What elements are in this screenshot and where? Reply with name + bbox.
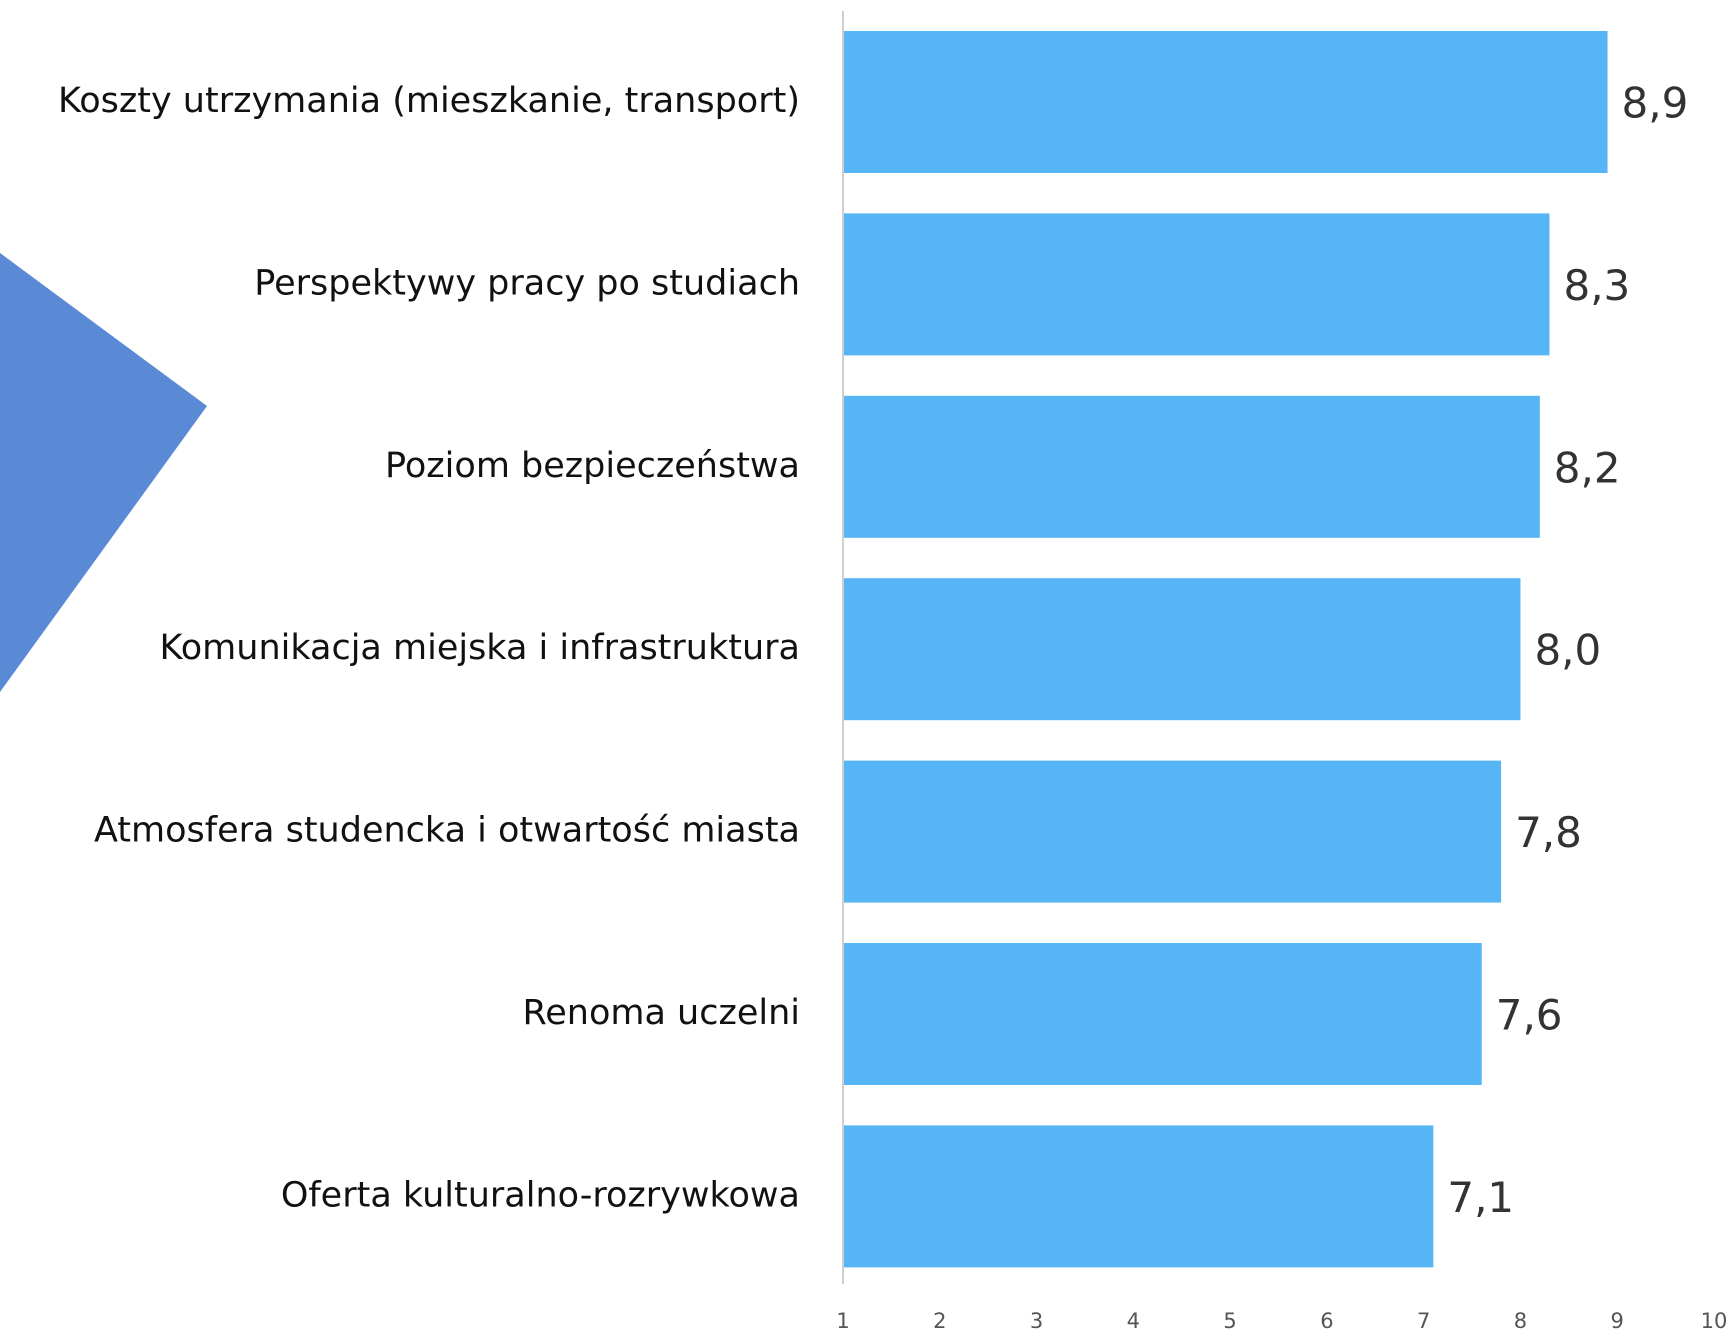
value-label: 7,6 [1496,991,1563,1040]
bar [843,1125,1434,1268]
category-label: Poziom bezpieczeństwa [385,446,800,486]
bar [843,760,1502,903]
x-tick-label: 5 [1223,1309,1236,1333]
x-tick-label: 2 [933,1309,946,1333]
value-label: 7,1 [1447,1173,1514,1222]
bar [843,943,1482,1085]
category-label: Atmosfera studencka i otwartość miasta [94,811,800,851]
category-label: Renoma uczelni [522,993,800,1033]
x-tick-label: 4 [1127,1309,1140,1333]
category-label: Koszty utrzymania (mieszkanie, transport… [58,81,800,121]
bar [843,395,1540,538]
value-label: 8,2 [1554,443,1621,492]
x-tick-label: 10 [1701,1309,1728,1333]
category-label: Oferta kulturalno-rozrywkowa [281,1175,800,1215]
x-tick-label: 9 [1611,1309,1624,1333]
bar [843,213,1550,356]
x-tick-label: 1 [836,1309,849,1333]
category-label: Komunikacja miejska i infrastruktura [160,628,800,668]
bar [843,31,1608,173]
x-tick-label: 3 [1030,1309,1043,1333]
value-label: 7,8 [1515,808,1582,857]
bar [843,578,1521,721]
x-tick-label: 7 [1417,1309,1430,1333]
decoration [0,253,207,692]
value-label: 8,9 [1622,79,1689,128]
value-label: 8,3 [1563,261,1630,310]
category-label: Perspektywy pracy po studiach [254,263,800,303]
x-tick-label: 6 [1320,1309,1333,1333]
value-label: 8,0 [1534,626,1601,675]
x-tick-label: 8 [1514,1309,1527,1333]
